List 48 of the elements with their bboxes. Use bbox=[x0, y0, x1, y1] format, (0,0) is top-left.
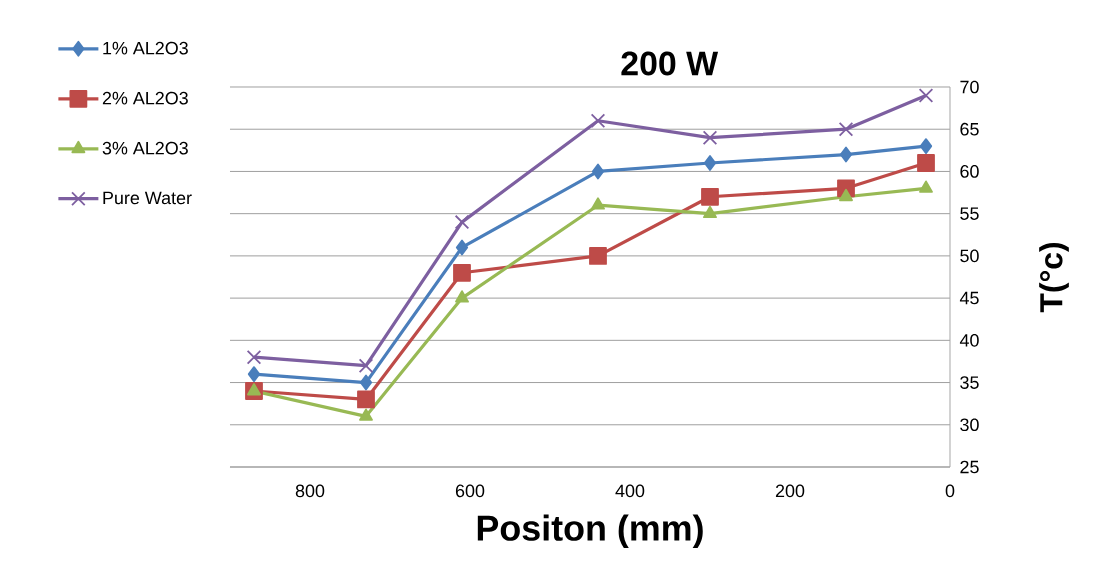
y-tick-label: 45 bbox=[959, 291, 979, 305]
point bbox=[591, 163, 605, 180]
point bbox=[839, 188, 853, 202]
point bbox=[701, 187, 719, 206]
point bbox=[839, 146, 853, 163]
point bbox=[703, 155, 717, 171]
legend-label: 1% AL2O3 bbox=[103, 41, 188, 55]
point bbox=[591, 197, 605, 210]
x-tick-label: 200 bbox=[775, 484, 805, 498]
y-tick-label: 35 bbox=[960, 376, 979, 389]
y-tick-label: 60 bbox=[960, 165, 979, 178]
point bbox=[247, 383, 261, 396]
y-tick-label: 40 bbox=[959, 333, 979, 347]
point bbox=[357, 390, 375, 409]
point bbox=[919, 180, 933, 193]
point bbox=[359, 374, 373, 391]
point bbox=[589, 246, 607, 265]
x-axis-title: Positon (mm) bbox=[477, 514, 703, 548]
point bbox=[358, 358, 374, 373]
point bbox=[455, 239, 469, 256]
y-tick-label: 30 bbox=[960, 418, 979, 432]
point bbox=[702, 130, 718, 145]
point bbox=[246, 349, 262, 365]
point bbox=[590, 113, 606, 129]
x-tick-label: 800 bbox=[295, 484, 325, 498]
y-axis-title: T(°c) bbox=[1039, 242, 1069, 313]
x-tick-label: 400 bbox=[615, 484, 645, 498]
point bbox=[919, 138, 933, 155]
chart-title: 200 W bbox=[621, 51, 719, 76]
y-tick-label: 55 bbox=[960, 207, 979, 220]
legend-label: Pure Water bbox=[103, 191, 192, 205]
point bbox=[918, 88, 934, 103]
x-tick-label: 0 bbox=[945, 484, 955, 498]
y-tick-label: 65 bbox=[960, 122, 979, 136]
point bbox=[917, 154, 935, 172]
y-tick-label: 50 bbox=[960, 249, 979, 263]
y-tick-label: 70 bbox=[960, 80, 979, 94]
point bbox=[453, 263, 471, 282]
point bbox=[455, 290, 469, 303]
point bbox=[454, 214, 470, 230]
legend-label: 2% AL2O3 bbox=[102, 91, 188, 105]
point bbox=[247, 366, 261, 383]
x-tick-label: 600 bbox=[455, 484, 485, 498]
point bbox=[359, 408, 373, 421]
point bbox=[703, 205, 717, 219]
y-tick-label: 25 bbox=[960, 460, 979, 474]
legend-label: 3% AL2O3 bbox=[102, 141, 188, 155]
point bbox=[838, 121, 854, 137]
